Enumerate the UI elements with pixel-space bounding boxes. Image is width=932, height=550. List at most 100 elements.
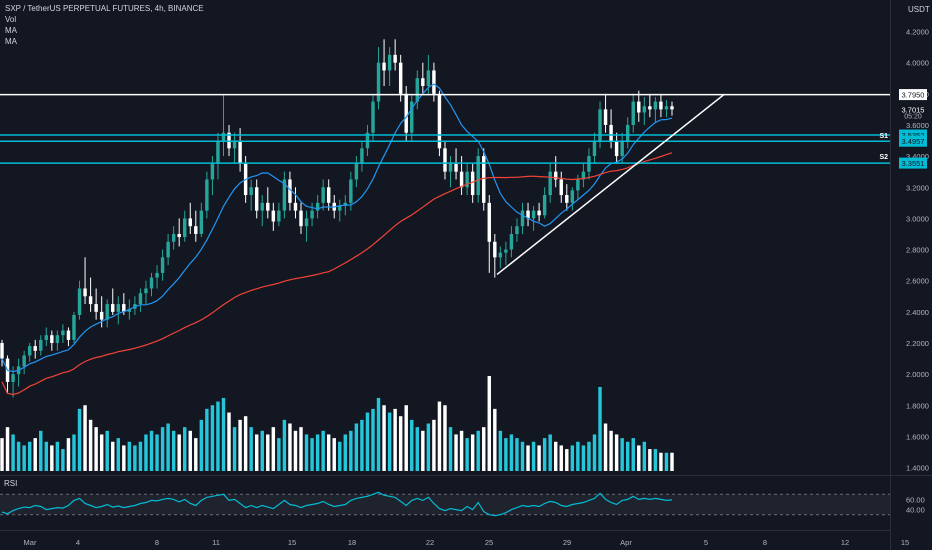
- volume-bar: [111, 441, 115, 471]
- horizontal-levels[interactable]: [0, 93, 890, 164]
- candle: [421, 62, 425, 94]
- volume-bar: [338, 441, 342, 471]
- candle: [194, 210, 198, 242]
- volume-bar: [238, 419, 242, 471]
- volume-bar: [659, 452, 663, 471]
- candle: [537, 202, 541, 222]
- volume-bar: [559, 445, 563, 471]
- candle: [448, 156, 453, 188]
- volume-bar: [476, 430, 480, 471]
- volume-bar: [531, 441, 536, 471]
- candle: [470, 163, 475, 203]
- volume-bar: [160, 427, 165, 471]
- volume-bar: [515, 438, 519, 471]
- volume-bar: [44, 441, 49, 471]
- volume-bar: [526, 445, 530, 471]
- price-tick-label: 4.0000: [906, 59, 929, 68]
- candle: [415, 70, 420, 110]
- candle: [277, 202, 281, 227]
- candle: [138, 288, 143, 312]
- volume-bar: [620, 438, 624, 471]
- resistance-price-tag-bg: [899, 89, 927, 101]
- s1-upper-price-tag: 3.5352: [902, 131, 925, 140]
- volume-bar: [493, 408, 497, 471]
- last-price-label: 3.7015: [902, 105, 925, 114]
- time-axis[interactable]: Mar 4 8 11 15 18 22 25 29 Apr 5 8 12 15: [24, 538, 910, 547]
- candle: [155, 265, 159, 289]
- candle: [493, 233, 497, 278]
- candle: [559, 171, 563, 203]
- candle: [310, 202, 314, 227]
- candle: [144, 280, 148, 305]
- candle: [94, 288, 98, 320]
- volume-bar: [249, 427, 253, 471]
- volume-bar: [393, 408, 397, 471]
- volume-legend[interactable]: Vol: [5, 15, 17, 24]
- ma-legend-2[interactable]: MA: [5, 37, 17, 46]
- volume-bar: [570, 445, 575, 471]
- volume-bar: [664, 452, 669, 471]
- support-trendline[interactable]: [496, 93, 725, 276]
- volume-bar: [482, 427, 486, 471]
- volume-bar: [609, 430, 613, 471]
- volume-bar: [288, 423, 292, 471]
- volume-bar: [260, 430, 264, 471]
- symbol-title[interactable]: SXP / TetherUS PERPETUAL FUTURES, 4h, BI…: [5, 4, 204, 13]
- volume-bar: [254, 434, 259, 471]
- volume-bar: [598, 386, 602, 471]
- volume-bar: [354, 423, 359, 471]
- candle: [55, 330, 60, 351]
- volume-bar: [210, 405, 215, 471]
- volume-bar: [122, 445, 126, 471]
- candle: [266, 187, 270, 219]
- candle: [554, 156, 558, 188]
- volume-bar: [299, 427, 303, 471]
- ma-legend-1[interactable]: MA: [5, 26, 17, 35]
- volume-bar: [66, 438, 71, 471]
- volume-bar: [304, 434, 309, 471]
- candle: [199, 202, 204, 238]
- volume-bar: [459, 430, 464, 471]
- time-tick-label: 15: [288, 538, 296, 547]
- price-tick-label: 2.0000: [906, 370, 929, 379]
- candle: [376, 47, 381, 110]
- time-tick-label: Apr: [620, 538, 632, 547]
- candle: [625, 117, 630, 149]
- volume-bar: [465, 438, 469, 471]
- volume-bar: [83, 405, 87, 471]
- volume-bar: [155, 434, 159, 471]
- candle: [653, 96, 658, 122]
- volume-bar: [282, 419, 287, 471]
- rsi-line: [1, 491, 673, 517]
- candle: [476, 148, 480, 203]
- volume-bar: [11, 434, 15, 471]
- candle: [637, 90, 641, 122]
- candle: [249, 179, 253, 211]
- time-tick-label: Mar: [24, 538, 37, 547]
- price-tick-label: 3.0000: [906, 214, 929, 223]
- volume-bar: [614, 434, 619, 471]
- candle: [548, 163, 552, 203]
- candle: [570, 187, 575, 211]
- candle: [304, 210, 309, 242]
- price-tick-label: 2.2000: [906, 339, 929, 348]
- volume-bar: [410, 419, 414, 471]
- candle: [542, 187, 547, 219]
- s1-lower-price-tag: 3.4957: [902, 137, 925, 146]
- volume-bar: [565, 449, 569, 471]
- candle: [0, 339, 4, 367]
- s2-price-tag: 3.3551: [902, 159, 925, 168]
- candle: [66, 327, 71, 347]
- rsi-tick-label: 40.00: [906, 506, 925, 515]
- candle: [271, 202, 276, 231]
- volume-bar: [548, 434, 552, 471]
- time-tick-label: 15: [901, 538, 909, 547]
- volume-bar: [382, 405, 386, 471]
- volume-bar: [487, 376, 491, 471]
- volume-bar: [227, 412, 231, 471]
- volume-bar: [349, 430, 353, 471]
- candle: [105, 299, 109, 328]
- candle: [72, 311, 76, 343]
- volume-series: [0, 376, 674, 471]
